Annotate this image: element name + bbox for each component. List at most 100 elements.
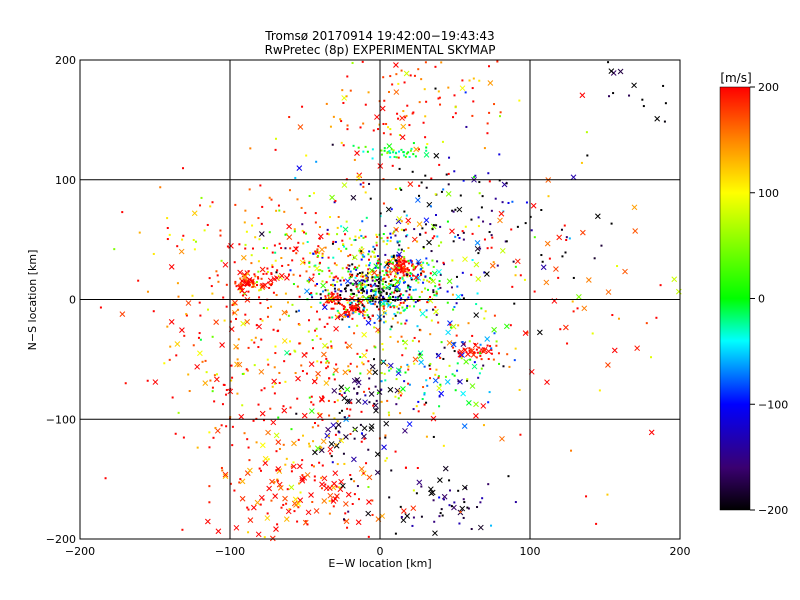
scatter-point <box>370 302 373 305</box>
scatter-point <box>347 270 350 273</box>
scatter-point <box>394 275 397 278</box>
scatter-point <box>349 301 352 304</box>
scatter-point <box>284 463 287 466</box>
scatter-point <box>377 290 380 293</box>
scatter-point <box>361 60 364 63</box>
scatter-point <box>351 274 354 277</box>
scatter-point-x <box>489 262 496 269</box>
scatter-point <box>488 111 491 114</box>
scatter-point <box>418 184 421 187</box>
scatter-point <box>489 223 492 226</box>
scatter-point <box>382 299 385 302</box>
scatter-point <box>393 155 396 158</box>
scatter-point <box>270 284 273 287</box>
scatter-point <box>237 308 240 311</box>
scatter-point <box>382 178 385 181</box>
scatter-point <box>347 369 350 372</box>
scatter-point <box>434 65 437 68</box>
scatter-point-x <box>540 264 547 271</box>
scatter-point-x <box>305 509 312 516</box>
scatter-point <box>393 291 396 294</box>
scatter-point <box>386 270 389 273</box>
scatter-point <box>257 260 260 263</box>
scatter-point <box>343 315 346 318</box>
scatter-point <box>434 306 437 309</box>
scatter-point <box>394 450 397 453</box>
scatter-point-x <box>273 526 279 532</box>
scatter-point <box>310 464 313 467</box>
scatter-point <box>357 385 360 388</box>
scatter-point <box>367 448 370 451</box>
scatter-point <box>395 73 398 76</box>
scatter-point <box>342 144 345 147</box>
scatter-point <box>368 250 371 253</box>
scatter-point <box>233 489 236 492</box>
scatter-point <box>374 280 377 283</box>
colorbar-label: [m/s] <box>720 71 751 85</box>
scatter-point-x <box>283 516 290 522</box>
scatter-point <box>434 87 437 90</box>
scatter-point <box>390 283 393 286</box>
scatter-point <box>398 254 401 257</box>
scatter-point <box>463 343 466 346</box>
scatter-point <box>363 280 366 283</box>
scatter-point <box>259 184 262 187</box>
scatter-point <box>293 228 296 231</box>
scatter-point <box>303 261 306 264</box>
scatter-point-x <box>281 338 288 344</box>
scatter-point <box>412 111 415 114</box>
scatter-point <box>404 116 407 119</box>
scatter-point <box>212 436 215 439</box>
scatter-point <box>348 370 351 373</box>
scatter-point <box>280 506 283 509</box>
scatter-point <box>406 267 409 270</box>
scatter-point <box>406 271 409 274</box>
scatter-point <box>343 310 346 313</box>
scatter-point <box>208 277 211 280</box>
scatter-point <box>470 528 473 531</box>
scatter-point <box>461 271 464 274</box>
scatter-point <box>387 304 390 307</box>
scatter-point <box>334 302 337 305</box>
scatter-point <box>463 501 466 504</box>
scatter-point <box>494 197 497 200</box>
scatter-point <box>418 340 421 343</box>
scatter-point <box>375 295 378 298</box>
scatter-point <box>211 390 214 393</box>
scatter-point <box>368 301 371 304</box>
scatter-point <box>259 503 262 506</box>
scatter-point-x <box>418 359 425 366</box>
scatter-point <box>380 294 383 297</box>
scatter-point <box>452 210 455 213</box>
scatter-point <box>571 300 574 303</box>
scatter-point <box>336 302 339 305</box>
scatter-point <box>518 388 521 391</box>
scatter-point-x <box>415 197 421 203</box>
scatter-point <box>346 128 349 131</box>
colorbar-tick-label: 0 <box>758 293 765 306</box>
scatter-point-x <box>317 412 323 419</box>
scatter-point <box>198 301 201 304</box>
scatter-point-x <box>335 295 341 302</box>
scatter-point <box>478 372 481 375</box>
scatter-point <box>211 386 214 389</box>
scatter-point <box>612 92 615 95</box>
scatter-point-x <box>446 278 453 285</box>
scatter-point <box>422 281 425 284</box>
scatter-point <box>176 282 179 285</box>
scatter-point <box>306 241 309 244</box>
scatter-point <box>297 309 300 312</box>
scatter-point <box>499 115 502 118</box>
scatter-point <box>533 236 536 239</box>
scatter-point-x <box>423 217 430 224</box>
scatter-point <box>412 299 415 302</box>
scatter-point <box>273 366 276 369</box>
scatter-point <box>361 287 364 290</box>
scatter-point <box>280 256 283 259</box>
scatter-point <box>176 245 179 248</box>
scatter-point <box>198 332 201 335</box>
scatter-point <box>374 275 377 278</box>
scatter-point <box>372 404 375 407</box>
scatter-point <box>371 296 374 299</box>
scatter-point <box>231 444 234 447</box>
